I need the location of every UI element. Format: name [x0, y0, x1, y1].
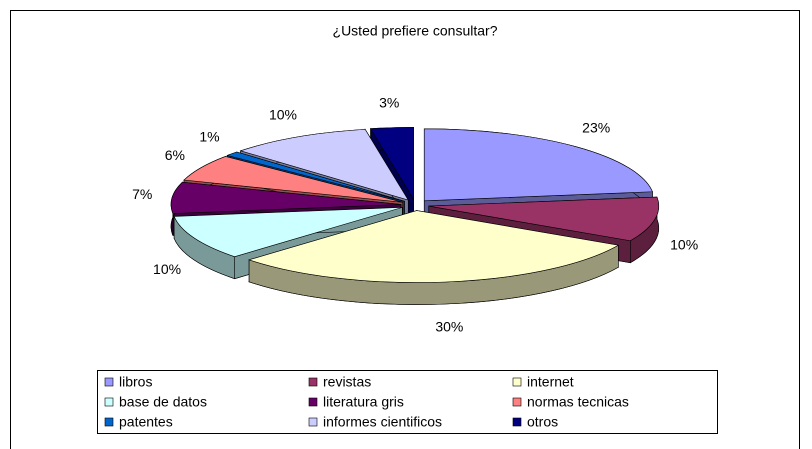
slice — [170, 181, 402, 214]
slice — [226, 151, 405, 202]
data-label: 30% — [435, 319, 463, 335]
legend: libros revistas internet base de datos liter… — [104, 374, 629, 430]
slice — [173, 207, 403, 257]
legend-swatch — [308, 397, 318, 407]
legend-label: base de datos — [119, 394, 207, 410]
slice — [248, 210, 620, 283]
legend-swatch — [512, 417, 522, 427]
data-label: 10% — [670, 237, 698, 253]
pie — [170, 127, 660, 305]
slice — [423, 128, 653, 202]
legend-label: internet — [527, 374, 574, 390]
legend-swatch — [512, 377, 522, 387]
legend-label: libros — [119, 374, 152, 390]
legend-label: normas tecnicas — [527, 394, 629, 410]
data-label: 7% — [132, 186, 152, 202]
legend-label: revistas — [323, 374, 371, 390]
legend-box — [97, 370, 718, 434]
legend-label: informes cientificos — [323, 414, 442, 430]
data-label: 10% — [269, 107, 297, 123]
legend-swatch — [104, 397, 114, 407]
legend-label: literatura gris — [323, 394, 404, 410]
legend-label: otros — [527, 414, 558, 430]
slice — [370, 127, 414, 201]
slice — [183, 156, 403, 203]
legend-swatch — [512, 397, 522, 407]
data-label: 23% — [582, 119, 610, 135]
legend-swatch — [104, 377, 114, 387]
data-label: 10% — [153, 261, 181, 277]
legend-label: patentes — [119, 414, 173, 430]
legend-swatch — [308, 377, 318, 387]
data-label: 3% — [379, 95, 399, 111]
legend-swatch — [104, 417, 114, 427]
slice — [239, 129, 409, 201]
slice — [428, 196, 660, 242]
chart-title: ¿Usted prefiere consultar? — [333, 23, 498, 39]
legend-swatch — [308, 417, 318, 427]
data-label: 1% — [199, 129, 219, 145]
data-label: 6% — [165, 147, 185, 163]
